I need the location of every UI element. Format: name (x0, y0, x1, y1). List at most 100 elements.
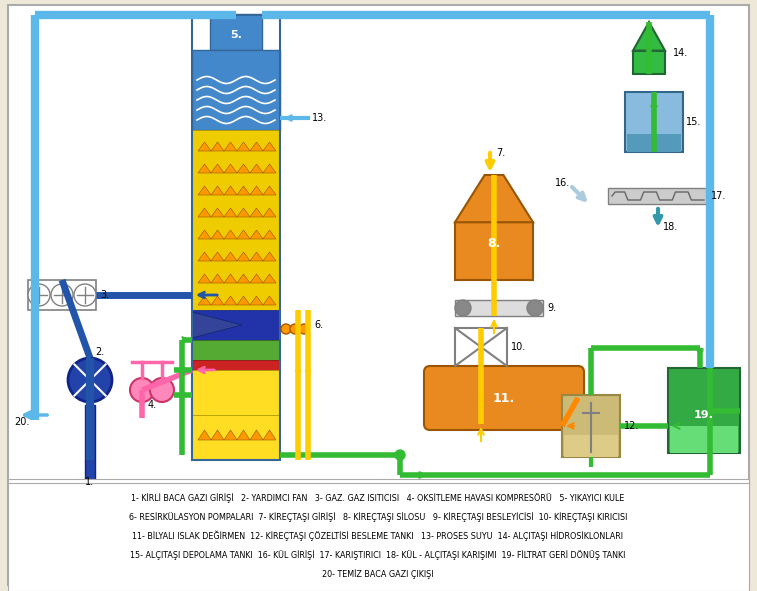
Bar (8, 479, 749, 591)
Text: 13.: 13. (312, 113, 327, 123)
Polygon shape (211, 208, 224, 217)
Polygon shape (250, 430, 263, 440)
Polygon shape (263, 208, 276, 217)
Text: 17.: 17. (711, 191, 727, 201)
Polygon shape (211, 274, 224, 283)
Bar (192, 415, 280, 460)
Polygon shape (211, 186, 224, 195)
Text: 11- BİLYALI ISLAK DEĞİRMEN  12- KİREÇTAŞI ÇÖZELTİSİ BESLEME TANKI   13- PROSES S: 11- BİLYALI ISLAK DEĞİRMEN 12- KİREÇTAŞI… (132, 531, 624, 541)
Polygon shape (211, 430, 224, 440)
Polygon shape (198, 208, 211, 217)
Text: 18.: 18. (663, 222, 678, 232)
Bar (192, 50, 280, 130)
Circle shape (395, 450, 405, 460)
Text: 15- ALÇITAŞI DEPOLAMA TANKI  16- KÜL GİRİŞİ  17- KARIŞTIRICI  18- KÜL - ALÇITAŞI: 15- ALÇITAŞI DEPOLAMA TANKI 16- KÜL GİRİ… (130, 550, 626, 560)
Polygon shape (198, 430, 211, 440)
Polygon shape (198, 274, 211, 283)
Polygon shape (250, 164, 263, 173)
Bar (670, 426, 738, 453)
Bar (625, 92, 683, 152)
Bar (562, 395, 620, 457)
Polygon shape (263, 274, 276, 283)
Circle shape (51, 284, 73, 306)
Polygon shape (237, 252, 250, 261)
Polygon shape (224, 430, 237, 440)
Bar (192, 370, 280, 415)
Text: 6.: 6. (314, 320, 323, 330)
Text: 8.: 8. (488, 237, 500, 250)
Text: 2.: 2. (95, 347, 104, 357)
Polygon shape (237, 230, 250, 239)
Text: 3.: 3. (100, 290, 109, 300)
Polygon shape (237, 142, 250, 151)
Polygon shape (263, 164, 276, 173)
Circle shape (299, 324, 309, 334)
Polygon shape (250, 142, 263, 151)
Bar (192, 310, 280, 340)
Bar (455, 300, 543, 316)
Text: 4.: 4. (148, 400, 157, 410)
FancyBboxPatch shape (424, 366, 584, 430)
Polygon shape (224, 274, 237, 283)
Polygon shape (198, 164, 211, 173)
Polygon shape (224, 208, 237, 217)
Polygon shape (237, 164, 250, 173)
Text: 12.: 12. (624, 421, 640, 431)
Polygon shape (455, 175, 533, 222)
Polygon shape (250, 274, 263, 283)
Polygon shape (198, 252, 211, 261)
Polygon shape (192, 312, 242, 338)
Polygon shape (198, 230, 211, 239)
Circle shape (290, 324, 300, 334)
Polygon shape (250, 208, 263, 217)
Polygon shape (263, 296, 276, 305)
Circle shape (28, 284, 50, 306)
Polygon shape (211, 296, 224, 305)
Polygon shape (237, 186, 250, 195)
Polygon shape (211, 142, 224, 151)
Polygon shape (263, 142, 276, 151)
Bar (85, 405, 95, 480)
Bar (608, 188, 708, 204)
Polygon shape (198, 296, 211, 305)
Polygon shape (237, 296, 250, 305)
Text: 7.: 7. (496, 148, 505, 158)
Text: 16.: 16. (555, 178, 570, 188)
Text: 10.: 10. (511, 342, 526, 352)
Text: 11.: 11. (493, 391, 515, 404)
Polygon shape (224, 186, 237, 195)
Polygon shape (263, 186, 276, 195)
Bar (192, 340, 280, 360)
Circle shape (130, 378, 154, 402)
Bar (192, 360, 280, 370)
Polygon shape (224, 296, 237, 305)
Circle shape (527, 300, 543, 316)
Polygon shape (263, 230, 276, 239)
Polygon shape (224, 164, 237, 173)
Polygon shape (250, 252, 263, 261)
Polygon shape (633, 22, 665, 51)
Polygon shape (224, 252, 237, 261)
Bar (627, 134, 681, 152)
Polygon shape (198, 142, 211, 151)
Polygon shape (211, 230, 224, 239)
Bar (668, 368, 740, 453)
Bar (633, 51, 665, 74)
Polygon shape (211, 164, 224, 173)
Text: 14.: 14. (673, 48, 688, 58)
Text: 20- TEMİZ BACA GAZI ÇIKIŞI: 20- TEMİZ BACA GAZI ÇIKIŞI (322, 569, 434, 579)
Polygon shape (211, 252, 224, 261)
Bar (192, 15, 280, 460)
Polygon shape (250, 296, 263, 305)
Circle shape (68, 358, 112, 402)
Text: 15.: 15. (686, 117, 702, 127)
Bar (192, 130, 280, 310)
Polygon shape (250, 186, 263, 195)
Bar (455, 222, 533, 280)
Polygon shape (237, 430, 250, 440)
Polygon shape (237, 274, 250, 283)
Bar (455, 328, 507, 366)
Circle shape (150, 378, 174, 402)
Polygon shape (237, 208, 250, 217)
Text: 19.: 19. (694, 411, 714, 421)
